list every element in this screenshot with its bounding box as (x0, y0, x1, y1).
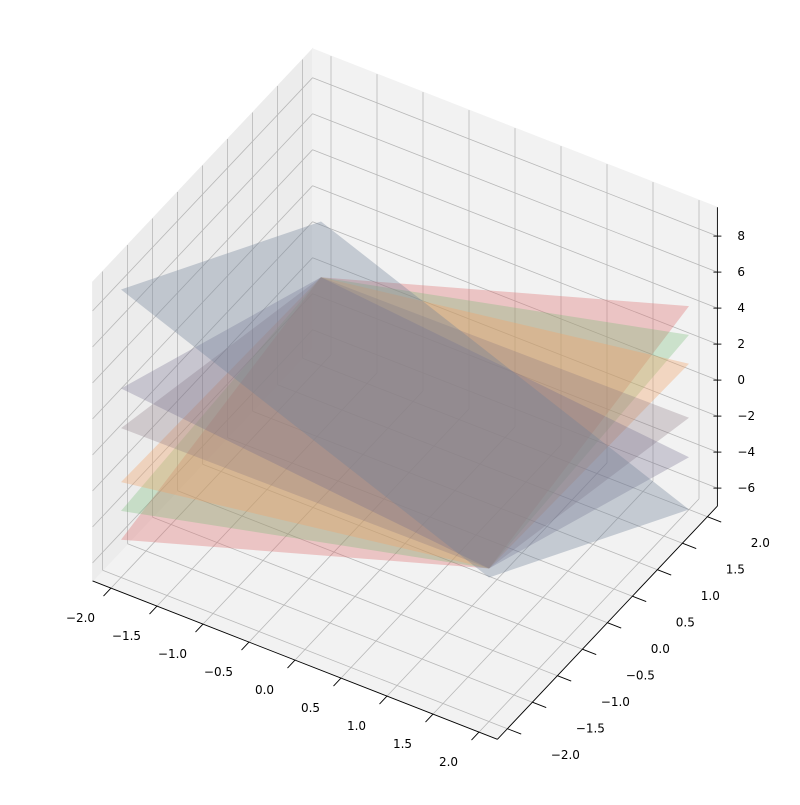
z-gridline-left (92, 293, 313, 528)
y-tick-mark (632, 595, 647, 603)
y-tick-label: 1.0 (701, 589, 720, 603)
y-tick-label: 0.0 (651, 642, 670, 656)
y-gridline-floor (227, 437, 633, 597)
plane-surface-3 (121, 277, 689, 569)
y-gridline-floor (127, 543, 533, 703)
y-tick-label: 1.5 (726, 562, 745, 576)
y-tick-mark (532, 701, 547, 709)
z-tick-label: −4 (737, 445, 755, 459)
x-tick-label: −2.0 (66, 611, 95, 625)
y-tick-label: −0.5 (626, 668, 655, 682)
y-tick-mark (557, 675, 572, 682)
z-tick-label: −2 (737, 409, 755, 423)
z-gridline-back (312, 257, 718, 417)
x-tick-mark (471, 731, 480, 741)
plane-surface-1 (121, 277, 689, 569)
y-tick-mark (707, 516, 722, 523)
y-tick-mark (507, 728, 522, 735)
y-gridline-floor (177, 490, 583, 650)
plane-surface-6 (121, 221, 689, 578)
x-tick-mark (149, 605, 158, 615)
z-gridline-left (92, 149, 313, 384)
y-tick-label: −2.0 (551, 748, 580, 762)
x-tick-mark (425, 713, 434, 723)
z-gridline-back (312, 113, 718, 273)
axes: −2.0 −1.5 −1.0 −0.5 0.0 0.5 1.0 1.5 2.0 −2.0 −1.5 −… (66, 207, 770, 769)
y-gridline-floor (302, 357, 708, 518)
x-tick-label: 0.0 (255, 683, 274, 697)
y-tick-label: 2.0 (751, 536, 770, 550)
x-tick-label: 0.5 (301, 701, 320, 715)
z-tick-label: 6 (737, 265, 745, 279)
y-tick-mark (607, 622, 622, 629)
planes (121, 221, 689, 578)
x-tick-mark (333, 677, 342, 687)
z-tick-label: 2 (737, 337, 745, 351)
x-tick-label: 1.0 (347, 719, 366, 733)
y-gridline-floor (277, 384, 683, 544)
x-tick-label: 1.5 (393, 737, 412, 751)
z-gridline-left (92, 329, 313, 564)
y-tick-label: −1.0 (601, 695, 630, 709)
grid-lines (92, 56, 718, 733)
z-gridline-left (92, 113, 313, 348)
z-gridline-left (92, 77, 313, 312)
z-tick-label: 4 (737, 301, 745, 315)
z-gridline-back (312, 149, 718, 309)
y-gridline-floor (152, 516, 558, 677)
y-tick-label: 0.5 (676, 615, 695, 629)
z-gridline-left (92, 221, 313, 456)
plane-surface-4 (121, 277, 689, 569)
y-tick-label: −1.5 (576, 721, 605, 735)
x-tick-mark (241, 641, 250, 651)
z-gridline-left (92, 257, 313, 492)
z-tick-label: −6 (737, 481, 755, 495)
z-tick-label: 8 (737, 229, 745, 243)
z-gridline-back (312, 329, 718, 489)
x-tick-label: −0.5 (204, 665, 233, 679)
z-gridline-back (312, 293, 718, 453)
z-gridline-back (312, 185, 718, 345)
x-tick-label: −1.5 (112, 629, 141, 643)
x-tick-label: 2.0 (439, 755, 458, 769)
y-gridline-floor (102, 569, 508, 730)
y-tick-mark (682, 542, 697, 550)
z-tick-label: 0 (737, 373, 745, 387)
plane-surface-2 (121, 277, 689, 569)
y-gridline-floor (202, 463, 608, 624)
x-tick-label: −1.0 (158, 647, 187, 661)
y-tick-mark (657, 569, 672, 576)
z-gridline-back (312, 77, 718, 237)
x-tick-mark (379, 695, 388, 705)
x-tick-mark (195, 623, 204, 633)
y-tick-mark (582, 648, 597, 656)
z-gridline-left (92, 185, 313, 420)
y-gridline-floor (252, 410, 658, 571)
x-tick-mark (287, 659, 296, 669)
plane-surface-5 (121, 277, 689, 569)
z-gridline-back (312, 221, 718, 381)
x-tick-mark (103, 587, 112, 597)
